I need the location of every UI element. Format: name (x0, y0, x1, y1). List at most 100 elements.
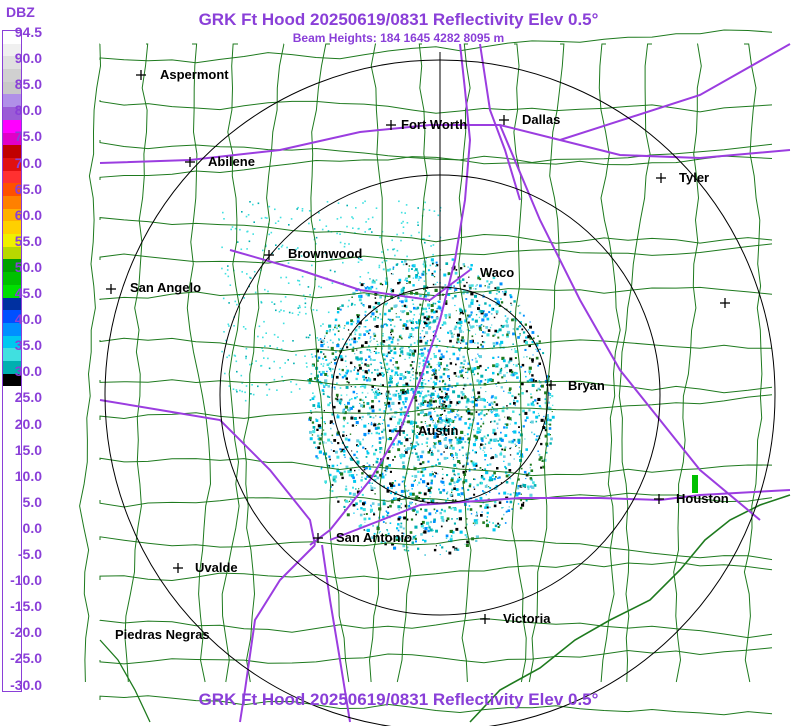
echo-pixel (392, 266, 395, 269)
echo-pixel (382, 340, 386, 343)
echo-pixel (428, 512, 432, 516)
echo-pixel (506, 317, 509, 320)
echo-pixel (379, 451, 382, 454)
echo-pixel (364, 477, 366, 479)
echo-pixel (416, 306, 420, 310)
echo-pixel (435, 400, 437, 403)
echo-pixel (441, 477, 444, 480)
echo-pixel (420, 320, 422, 322)
echo-pixel (333, 359, 336, 361)
echo-pixel (458, 318, 462, 321)
echo-pixel (420, 295, 423, 297)
echo-pixel (393, 428, 397, 432)
echo-pixel (273, 378, 276, 381)
echo-pixel (477, 353, 479, 355)
echo-pixel (362, 304, 365, 306)
echo-pixel (347, 329, 350, 331)
echo-pixel (434, 368, 436, 370)
echo-pixel (403, 294, 405, 296)
echo-pixel (492, 276, 496, 280)
echo-pixel (516, 376, 519, 379)
echo-pixel (438, 400, 441, 403)
echo-pixel (231, 226, 234, 228)
echo-pixel (493, 345, 495, 348)
echo-pixel (278, 310, 281, 313)
echo-pixel (517, 478, 520, 481)
echo-pixel (323, 353, 325, 355)
echo-pixel (337, 414, 339, 416)
echo-pixel (444, 405, 448, 408)
color-scale-segment (3, 208, 21, 222)
echo-pixel (358, 326, 361, 328)
echo-pixel (400, 406, 403, 409)
echo-pixel (427, 522, 430, 524)
echo-pixel (505, 324, 509, 328)
echo-pixel (280, 348, 283, 350)
echo-pixel (490, 478, 494, 482)
echo-pixel (375, 431, 378, 435)
echo-pixel (544, 421, 548, 425)
echo-pixel (392, 357, 395, 359)
echo-pixel (511, 440, 514, 443)
echo-pixel (417, 470, 420, 473)
echo-pixel (352, 320, 355, 323)
echo-pixel (358, 314, 361, 316)
echo-pixel (226, 269, 229, 271)
echo-pixel (421, 312, 425, 316)
county-line (243, 43, 285, 683)
echo-pixel (407, 420, 411, 424)
echo-pixel (405, 495, 407, 497)
echo-pixel (454, 416, 457, 419)
echo-pixel (451, 518, 453, 520)
echo-pixel (525, 448, 528, 451)
echo-pixel (448, 540, 449, 542)
echo-pixel (481, 475, 483, 477)
echo-pixel (522, 425, 525, 428)
echo-pixel (389, 393, 391, 395)
echo-pixel (393, 346, 396, 349)
echo-pixel (353, 512, 355, 514)
echo-pixel (329, 339, 332, 342)
echo-pixel (242, 326, 245, 328)
city-label-austin: Austin (418, 423, 459, 438)
echo-pixel (390, 369, 392, 371)
echo-pixel (385, 324, 389, 327)
echo-pixel (317, 438, 320, 440)
echo-pixel (480, 443, 483, 446)
echo-pixel (330, 346, 334, 350)
echo-pixel (442, 379, 445, 382)
echo-pixel (408, 335, 410, 337)
echo-pixel (405, 438, 409, 442)
echo-pixel (503, 491, 507, 495)
echo-pixel (385, 392, 389, 396)
echo-cell-coastal (692, 475, 698, 493)
echo-pixel (401, 310, 405, 314)
echo-pixel (512, 431, 514, 433)
echo-pixel (386, 371, 389, 374)
echo-pixel (375, 351, 377, 353)
echo-pixel (415, 268, 418, 271)
legend-level-label: 80.0 (14, 102, 42, 119)
echo-pixel (320, 325, 322, 327)
echo-pixel (519, 456, 521, 458)
echo-pixel (423, 280, 426, 282)
echo-pixel (417, 207, 419, 209)
echo-pixel (428, 524, 430, 527)
echo-pixel (304, 302, 307, 305)
echo-pixel (326, 201, 329, 203)
echo-pixel (524, 419, 527, 422)
echo-pixel (366, 286, 369, 288)
echo-pixel (236, 370, 238, 373)
echo-pixel (508, 440, 511, 444)
echo-pixel (373, 423, 377, 427)
echo-pixel (490, 421, 492, 423)
echo-pixel (429, 486, 433, 490)
echo-pixel (486, 519, 488, 522)
echo-pixel (486, 511, 489, 515)
echo-pixel (494, 501, 497, 504)
echo-pixel (473, 429, 475, 431)
echo-pixel (408, 353, 412, 357)
echo-pixel (478, 326, 482, 330)
echo-pixel (509, 423, 511, 425)
echo-pixel (411, 327, 413, 329)
